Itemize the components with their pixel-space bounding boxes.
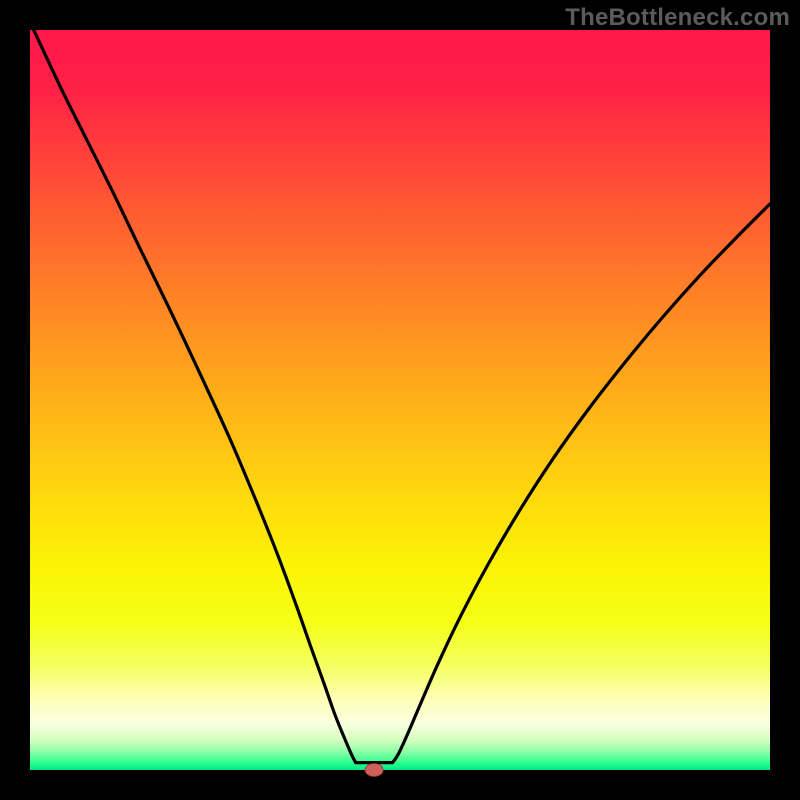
watermark-text: TheBottleneck.com	[565, 4, 790, 32]
bottleneck-chart	[0, 0, 800, 800]
plot-area	[30, 30, 770, 770]
current-point-marker	[365, 764, 383, 777]
